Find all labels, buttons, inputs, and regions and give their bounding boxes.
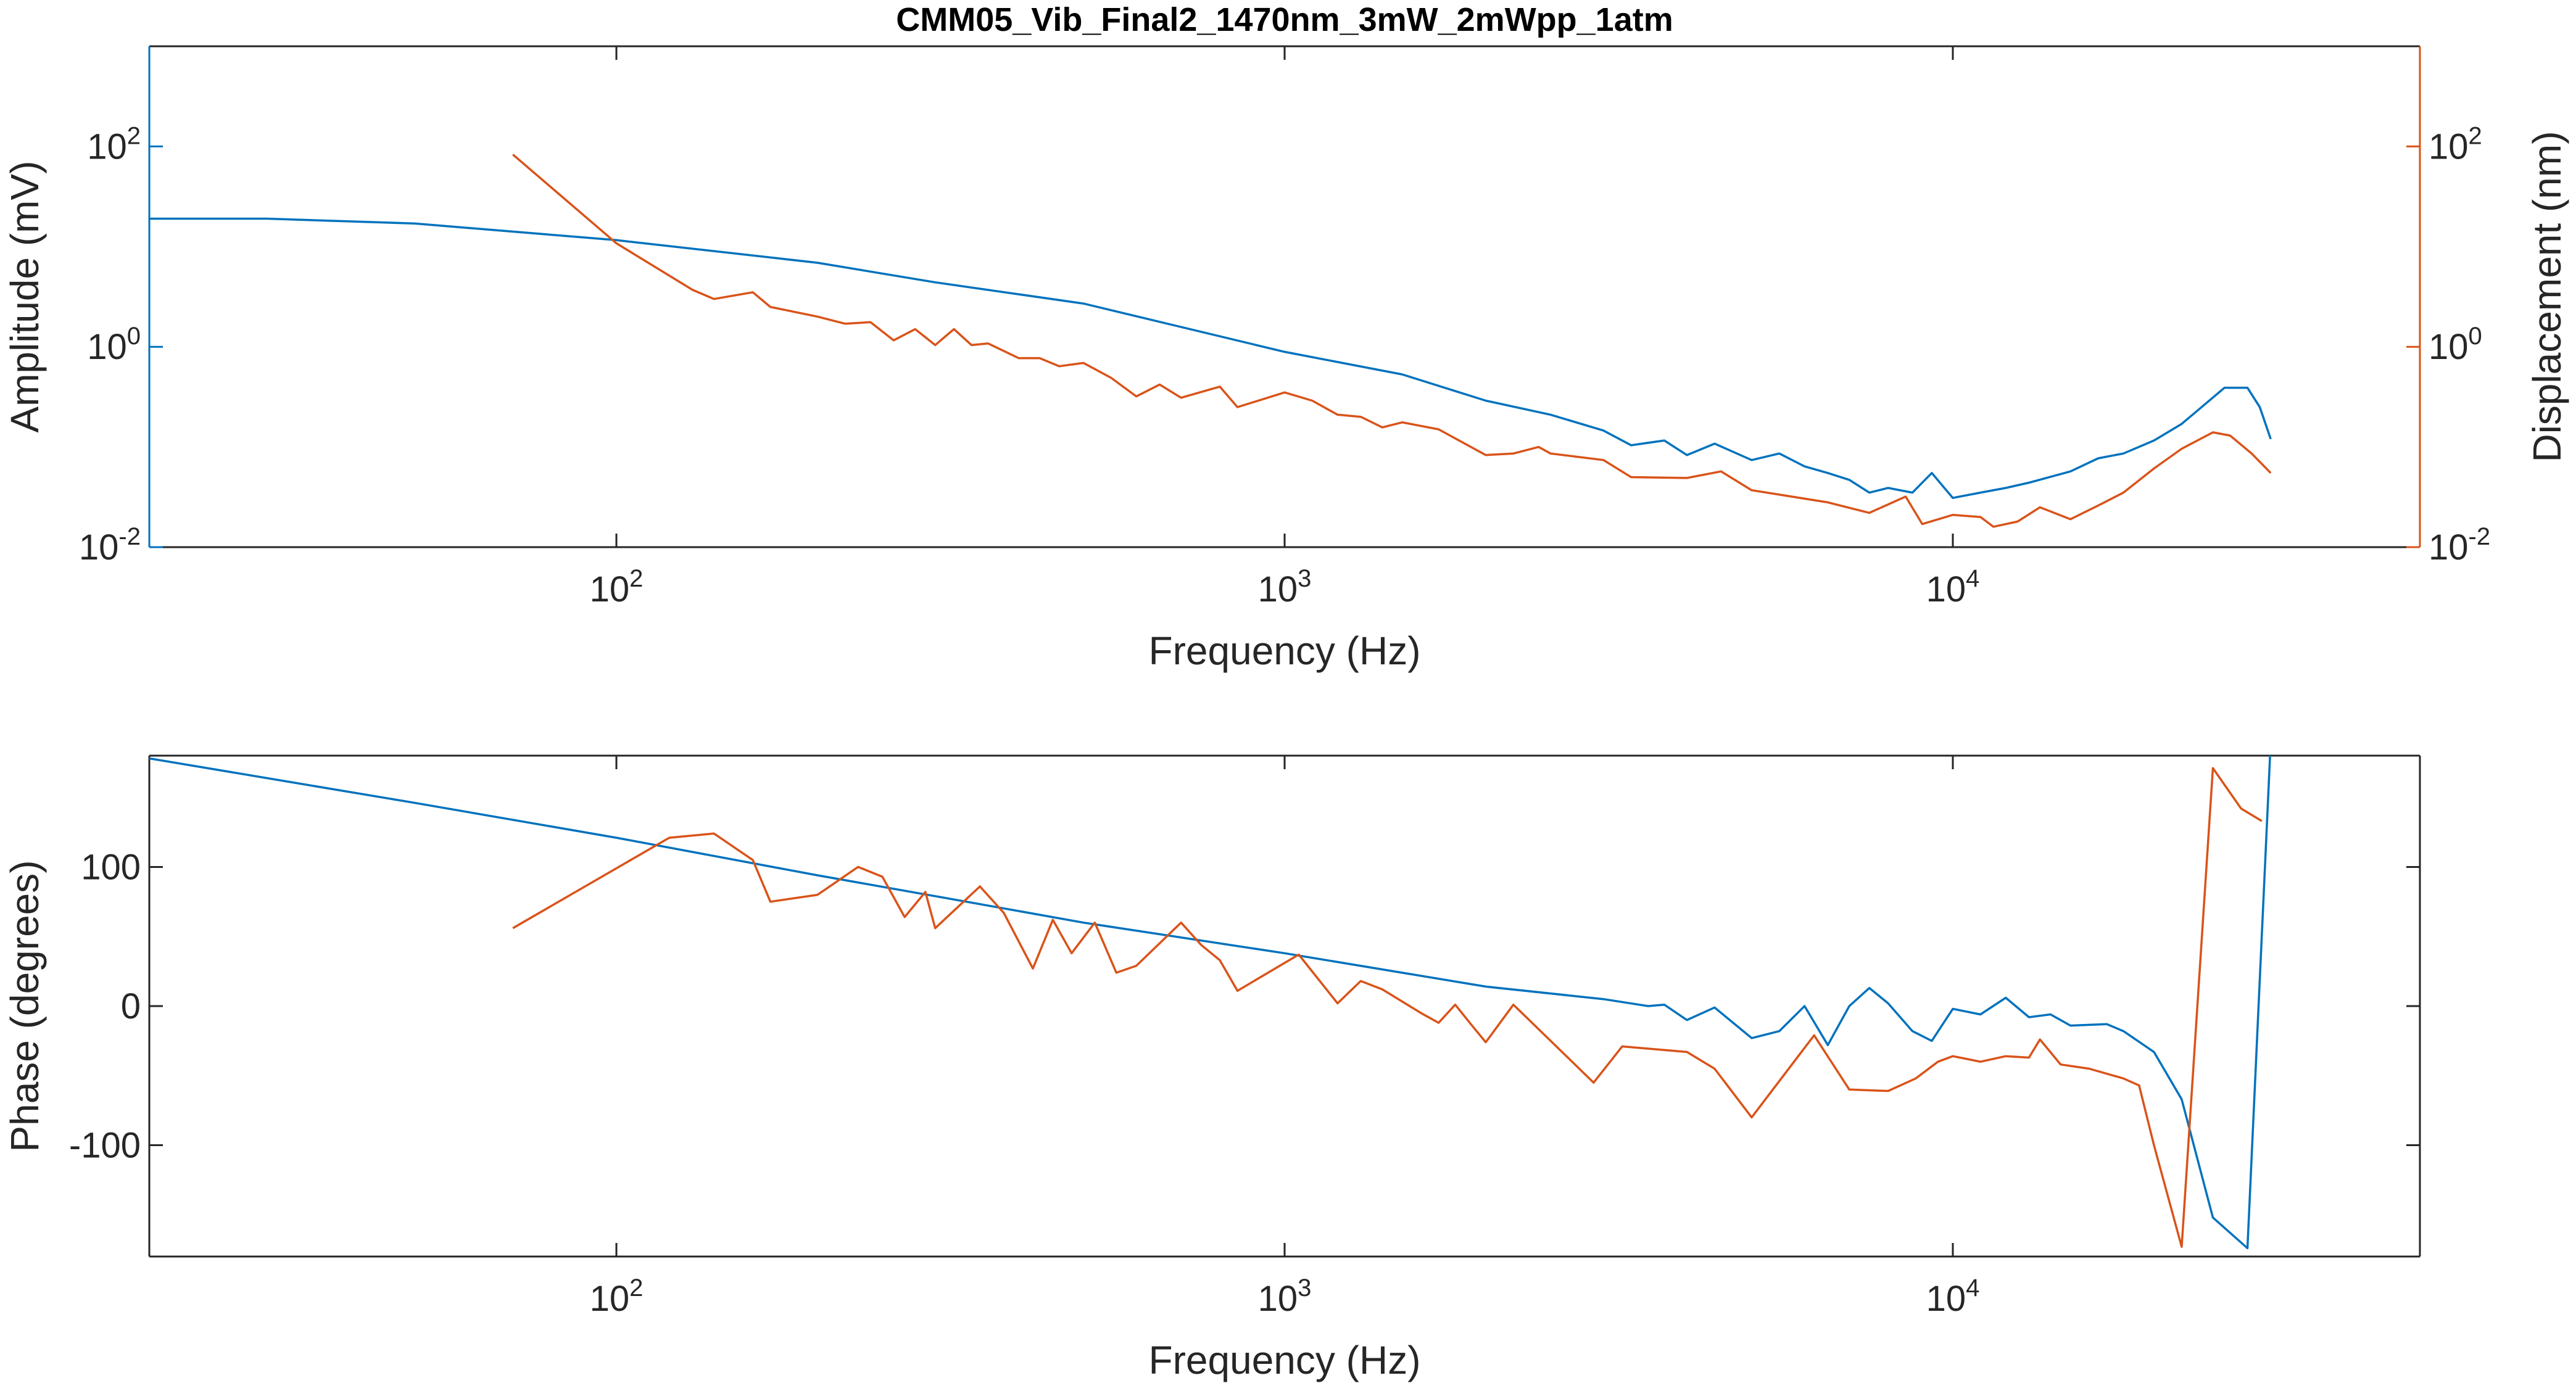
- tick-label-exponent: 3: [1298, 1274, 1311, 1302]
- tick-label: 102: [590, 565, 644, 609]
- tick-label-exponent: 3: [1298, 565, 1311, 592]
- plot-area: [149, 154, 2272, 528]
- tick-label-base: 10: [79, 527, 119, 568]
- series-line: [149, 217, 2272, 499]
- tick-label-base: 10: [590, 569, 630, 609]
- tick-label-base: 10: [87, 126, 127, 167]
- tick-label-base: 10: [1926, 569, 1966, 609]
- tick-label: 0: [121, 986, 141, 1026]
- tick-label-base: 10: [2429, 327, 2469, 367]
- tick-label-base: 10: [590, 1279, 630, 1319]
- tick-label: 10-2: [2429, 523, 2490, 568]
- tick-label-base: 10: [1926, 1279, 1966, 1319]
- tick-label-exponent: 2: [127, 122, 141, 149]
- tick-label-exponent: 0: [2469, 323, 2482, 350]
- tick-label: 10-2: [79, 523, 141, 568]
- tick-label: 100: [81, 847, 141, 887]
- tick-label-exponent: 2: [629, 565, 643, 592]
- x-axis-label: Frequency (Hz): [1149, 1338, 1421, 1382]
- tick-label-base: 10: [1258, 569, 1298, 609]
- tick-label-exponent: 0: [127, 323, 141, 350]
- tick-label-base: 10: [87, 327, 127, 367]
- tick-label-exponent: 4: [1966, 565, 1979, 592]
- tick-label: 102: [2429, 122, 2482, 167]
- tick-label-exponent: 4: [1966, 1274, 1979, 1302]
- tick-label: 103: [1258, 1274, 1312, 1319]
- tick-label: 103: [1258, 565, 1312, 609]
- tick-label: 102: [87, 122, 141, 167]
- series-line: [512, 154, 2272, 528]
- series-line: [512, 767, 2263, 1248]
- tick-label: -100: [69, 1126, 141, 1166]
- tick-label: 100: [87, 323, 141, 367]
- plot-area: [149, 756, 2271, 1250]
- tick-label-exponent: 2: [2469, 122, 2482, 149]
- series-line: [149, 756, 2271, 1250]
- chart-title: CMM05_Vib_Final2_1470nm_3mW_2mWpp_1atm: [896, 1, 1673, 38]
- y-axis-label: Phase (degrees): [2, 860, 47, 1152]
- tick-label-exponent: -2: [118, 523, 141, 550]
- tick-label-base: 10: [1258, 1279, 1298, 1319]
- x-axis-label: Frequency (Hz): [1149, 629, 1421, 673]
- tick-label-base: 10: [2429, 126, 2469, 167]
- tick-label: 102: [590, 1274, 644, 1319]
- tick-label: 104: [1926, 565, 1980, 609]
- y-axis-label: Amplitude (mV): [2, 161, 47, 433]
- tick-label-exponent: 2: [629, 1274, 643, 1302]
- tick-label-exponent: -2: [2469, 523, 2491, 550]
- y2-axis-label: Displacement (nm): [2525, 131, 2569, 462]
- tick-label: 100: [2429, 323, 2482, 367]
- tick-label-base: 10: [2429, 527, 2469, 568]
- tick-label: 104: [1926, 1274, 1980, 1319]
